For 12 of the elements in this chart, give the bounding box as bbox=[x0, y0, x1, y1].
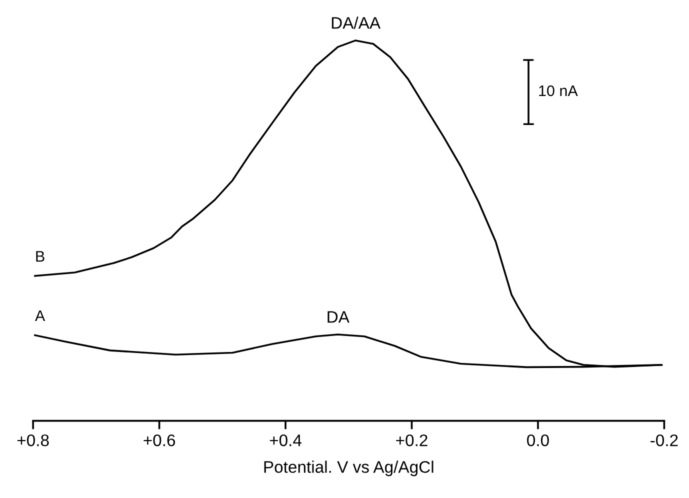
annotation: DA bbox=[328, 311, 350, 323]
x-tick-label: +0.4 bbox=[270, 434, 302, 446]
annotation: DA/AA bbox=[332, 16, 381, 29]
series-label: B bbox=[36, 251, 44, 262]
x-tick-label: +0.6 bbox=[144, 434, 176, 446]
annotation: 10 nA bbox=[539, 85, 578, 96]
series-label: A bbox=[34, 310, 46, 321]
x-axis-title: Potential. V vs Ag/AgCl bbox=[264, 460, 434, 476]
x-tick-label: -0.2 bbox=[650, 434, 678, 446]
x-tick-label: +0.2 bbox=[396, 434, 428, 446]
x-tick-label: +0.8 bbox=[17, 434, 49, 446]
x-tick-label: 0.0 bbox=[527, 434, 549, 446]
